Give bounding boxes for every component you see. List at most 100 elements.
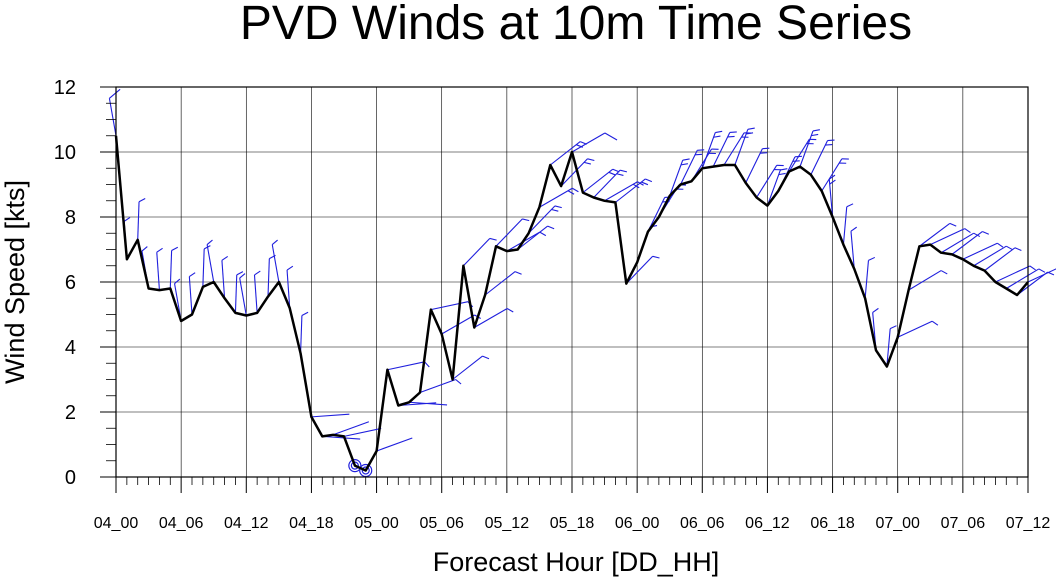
y-tick-label: 8 [65,207,76,229]
barb-staff [615,178,646,203]
x-tick-label: 04_00 [94,515,139,532]
barb-staff [973,245,1007,267]
barb-half-feather [608,171,616,176]
barb-staff [387,361,425,371]
barb-half-feather [964,228,971,234]
barb-half-feather [514,271,522,275]
barb-staff [322,435,361,440]
barb-staff [409,401,448,406]
barb-half-feather [645,178,653,183]
barb-staff [549,141,581,166]
barb-staff [234,274,238,313]
barb-staff [202,248,205,287]
y-tick-label: 4 [65,337,76,359]
x-tick-label: 06_18 [810,515,855,532]
barb-staff [582,168,614,194]
grid [116,87,1028,477]
barb-staff [995,265,1031,283]
series-layer [114,135,1029,472]
barb-half-feather [424,361,430,368]
barb-staff [474,308,508,328]
barb-half-feather [940,270,948,275]
barb-half-feather [141,246,148,252]
barb-half-feather [996,242,1004,248]
barb-half-feather [641,181,649,186]
barb-staff [712,132,731,167]
barb-half-feather [1038,268,1046,273]
barb-staff [188,276,193,315]
barb-half-feather [682,158,690,161]
barb-staff [1006,268,1040,289]
barb-staff [864,260,870,299]
barb-half-feather [174,278,181,284]
barb-staff [745,148,763,184]
axis-ticks: 0 2 4 6 8 10 12 04_00 04_06 04_12 04_18 05_00 05_06 0… [54,77,1051,532]
barb-staff [517,225,548,250]
barb-staff [669,159,684,197]
x-tick-label: 04_12 [224,515,269,532]
x-axis-label: Forecast Hour [DD_HH] [433,547,720,577]
barb-half-feather [637,181,644,186]
barb-half-feather [221,255,229,261]
x-tick-label: 05_18 [550,515,595,532]
barb-half-feather [713,135,721,138]
barb-half-feather [587,158,595,162]
barb-half-feather [156,247,163,253]
barb-half-feather [547,225,555,230]
barb-half-feather [236,271,244,276]
barb-staff [766,169,781,206]
barb-staff [300,315,303,354]
barb-half-feather [1014,247,1022,251]
barb-half-feather [506,308,514,313]
barb-staff [962,242,998,260]
barb-half-feather [583,161,591,165]
y-tick-label: 6 [65,272,76,294]
barb-staff [430,301,469,311]
barb-half-feather [619,169,628,173]
barb-staff [267,258,270,297]
barb-staff [984,247,1016,272]
barb-staff [311,413,350,418]
barb-half-feather [286,265,294,271]
barb-half-feather [1006,245,1013,251]
barb-half-feather [522,218,530,222]
barb-half-feather [554,205,562,209]
barb-half-feather [846,203,854,208]
barb-half-feather [778,172,786,176]
barb-staff [810,140,829,175]
barb-half-feather [455,379,462,385]
y-tick-label: 2 [65,402,76,424]
barb-half-feather [850,226,858,232]
barb-staff [919,222,951,247]
x-tick-label: 05_12 [485,515,530,532]
barb-half-feather [138,198,146,203]
barb-staff [343,427,382,437]
x-tick-label: 04_18 [289,515,334,532]
barb-staff [571,132,606,153]
barb-staff [108,98,117,136]
x-tick-label: 06_12 [745,515,790,532]
barb-staff [560,158,588,187]
barb-staff [908,270,942,291]
barb-staff [701,132,716,169]
barb-half-feather [982,230,990,235]
x-tick-label: 06_06 [680,515,725,532]
x-tick-label: 07_12 [1006,515,1051,532]
barb-half-feather [539,231,547,237]
wind-barbs [108,88,1056,478]
barb-half-feather [829,179,836,185]
barb-half-feather [828,174,836,180]
barb-half-feather [680,163,688,166]
y-tick-label: 0 [65,467,76,489]
barb-half-feather [780,168,788,171]
barb-staff [897,320,933,338]
barb-staff [850,231,855,270]
barb-staff [756,164,778,198]
barb-half-feather [715,130,723,134]
barb-half-feather [872,307,879,313]
barb-half-feather [889,325,897,330]
barb-staff [452,355,483,380]
y-axis-label: Wind Speed [kts] [0,180,30,384]
barb-staff [799,130,814,167]
